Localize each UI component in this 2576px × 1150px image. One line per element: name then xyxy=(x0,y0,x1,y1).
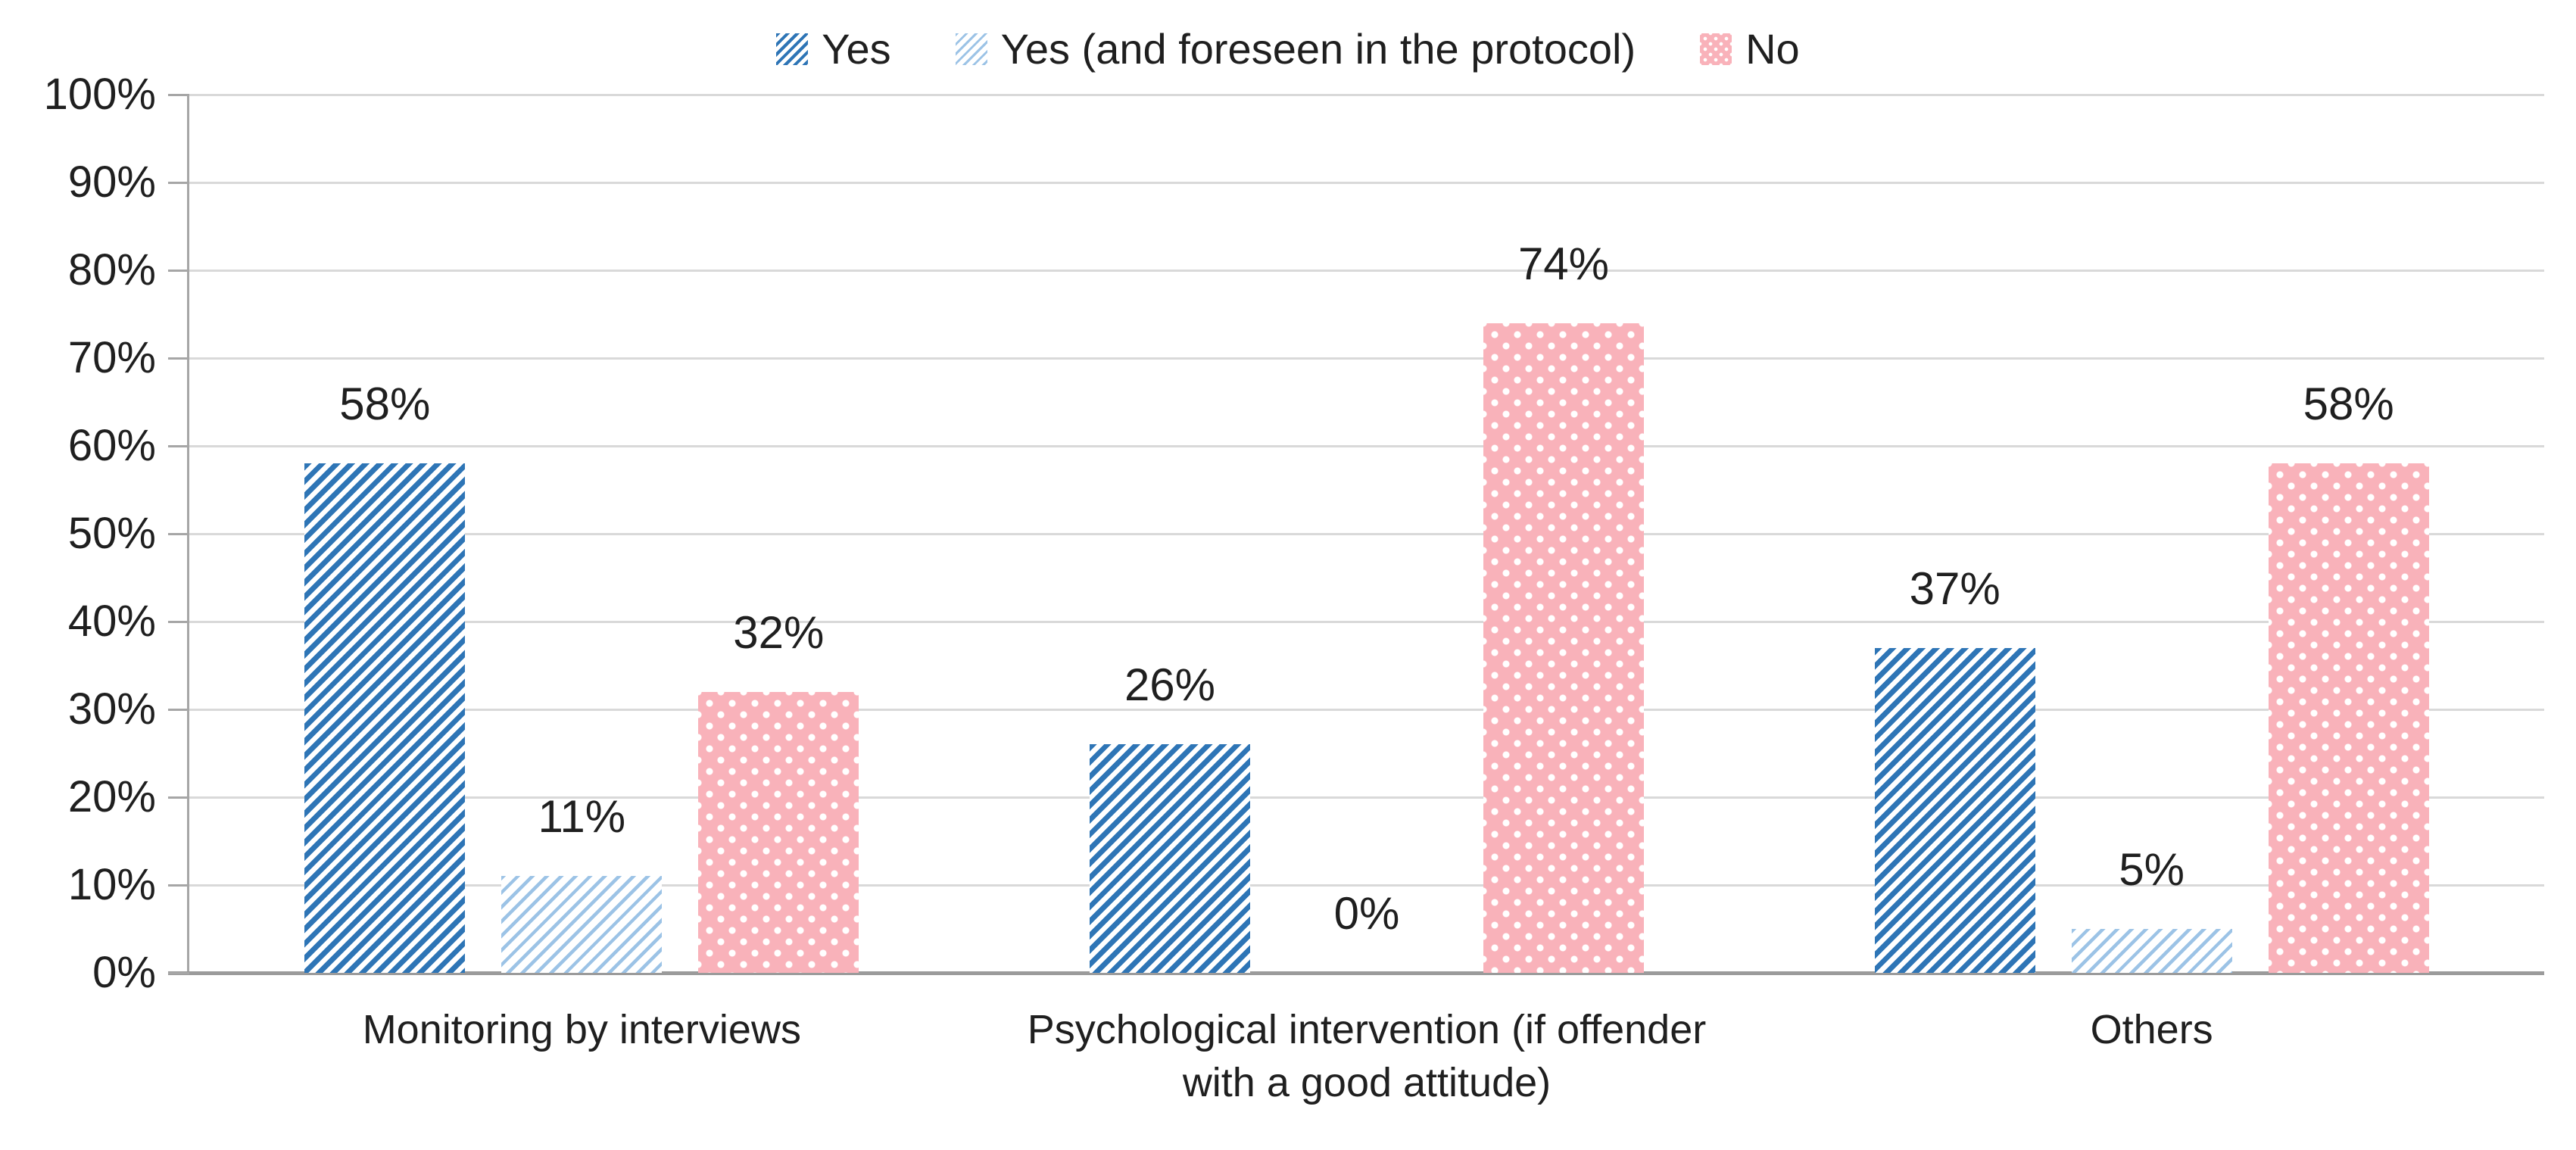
bar-yes-and-foreseen-in-the-protocol xyxy=(501,876,663,973)
bar-group: 58% 11% 32% xyxy=(189,95,975,973)
legend-label: Yes xyxy=(822,25,891,73)
y-axis-tick xyxy=(168,181,189,184)
plot-area: 58% 11% 32% 26% 0% 74% 37% 5% 58% xyxy=(189,93,2544,973)
bar-group: 37% 5% 58% xyxy=(1759,95,2544,973)
category-label: Psychological intervention (if offender … xyxy=(1027,1007,1707,1106)
bar-value-label: 58% xyxy=(2303,379,2394,430)
bar-slot: 11% xyxy=(501,95,663,973)
x-axis-line xyxy=(168,971,2544,975)
bar-value-label: 5% xyxy=(2119,844,2185,895)
bar-slot: 32% xyxy=(698,95,859,973)
gridline xyxy=(189,884,2544,887)
bar-value-label: 26% xyxy=(1124,659,1216,711)
bar-no xyxy=(1483,323,1644,973)
bar-value-label: 58% xyxy=(339,379,431,430)
gridline xyxy=(189,357,2544,360)
legend-swatch-light-blue-diagonal-stripes xyxy=(955,33,987,65)
y-axis-tick xyxy=(168,620,189,623)
y-axis-tick xyxy=(168,796,189,799)
legend-label: No xyxy=(1745,25,1800,73)
bar-yes-and-foreseen-in-the-protocol xyxy=(2071,929,2232,973)
y-tick-label: 40% xyxy=(67,597,156,646)
bar-yes xyxy=(1089,744,1250,973)
legend-item: Yes xyxy=(776,24,891,73)
chart-legend: Yes Yes (and foreseen in the protocol) No xyxy=(0,24,2576,73)
category-label: Others xyxy=(2090,1007,2213,1052)
bar-value-label: 0% xyxy=(1333,888,1400,939)
bar-value-label: 37% xyxy=(1909,563,2001,614)
y-tick-label: 60% xyxy=(67,421,156,470)
legend-item: No xyxy=(1700,24,1800,73)
category-label: Monitoring by interviews xyxy=(362,1007,801,1052)
y-tick-label: 20% xyxy=(67,772,156,821)
gridline xyxy=(189,620,2544,623)
gridline xyxy=(189,444,2544,447)
y-tick-label: 0% xyxy=(92,948,156,997)
y-axis-tick xyxy=(168,532,189,535)
y-tick-label: 10% xyxy=(67,860,156,909)
legend-label: Yes (and foreseen in the protocol) xyxy=(1000,25,1636,73)
bar-value-label: 32% xyxy=(733,606,825,658)
bar-slot: 0% xyxy=(1286,95,1447,973)
bar-slot: 58% xyxy=(2268,95,2429,973)
y-tick-label: 90% xyxy=(67,157,156,207)
y-tick-label: 30% xyxy=(67,684,156,734)
bar-value-label: 74% xyxy=(1517,238,1610,289)
y-axis-tick xyxy=(168,444,189,447)
legend-swatch-pink-white-dots xyxy=(1700,33,1732,65)
legend-item: Yes (and foreseen in the protocol) xyxy=(955,24,1636,73)
y-axis-tick xyxy=(168,357,189,360)
y-axis-tick xyxy=(168,708,189,711)
bar-slot: 74% xyxy=(1483,95,1644,973)
legend-swatch-blue-diagonal-stripes xyxy=(776,33,809,65)
y-tick-label: 70% xyxy=(67,333,156,382)
bar-group: 26% 0% 74% xyxy=(975,95,1760,973)
gridline xyxy=(189,269,2544,272)
bar-no xyxy=(698,691,859,973)
y-axis-tick xyxy=(168,93,189,96)
y-tick-label: 50% xyxy=(67,509,156,558)
bar-yes xyxy=(304,463,466,973)
gridline xyxy=(189,181,2544,184)
bar-value-label: 11% xyxy=(538,791,626,843)
bar-yes xyxy=(1874,647,2035,973)
y-axis-tick xyxy=(168,971,189,974)
gridline xyxy=(189,796,2544,799)
bar-slot: 26% xyxy=(1089,95,1250,973)
bar-no xyxy=(2268,463,2429,973)
bar-slot: 58% xyxy=(304,95,466,973)
y-axis-tick xyxy=(168,884,189,887)
bar-slot: 37% xyxy=(1874,95,2035,973)
y-tick-label: 80% xyxy=(67,245,156,295)
y-axis-tick xyxy=(168,269,189,272)
bar-slot: 5% xyxy=(2071,95,2232,973)
y-tick-label: 100% xyxy=(43,70,156,119)
gridline xyxy=(189,532,2544,535)
gridline xyxy=(189,708,2544,711)
gridline xyxy=(189,93,2544,96)
